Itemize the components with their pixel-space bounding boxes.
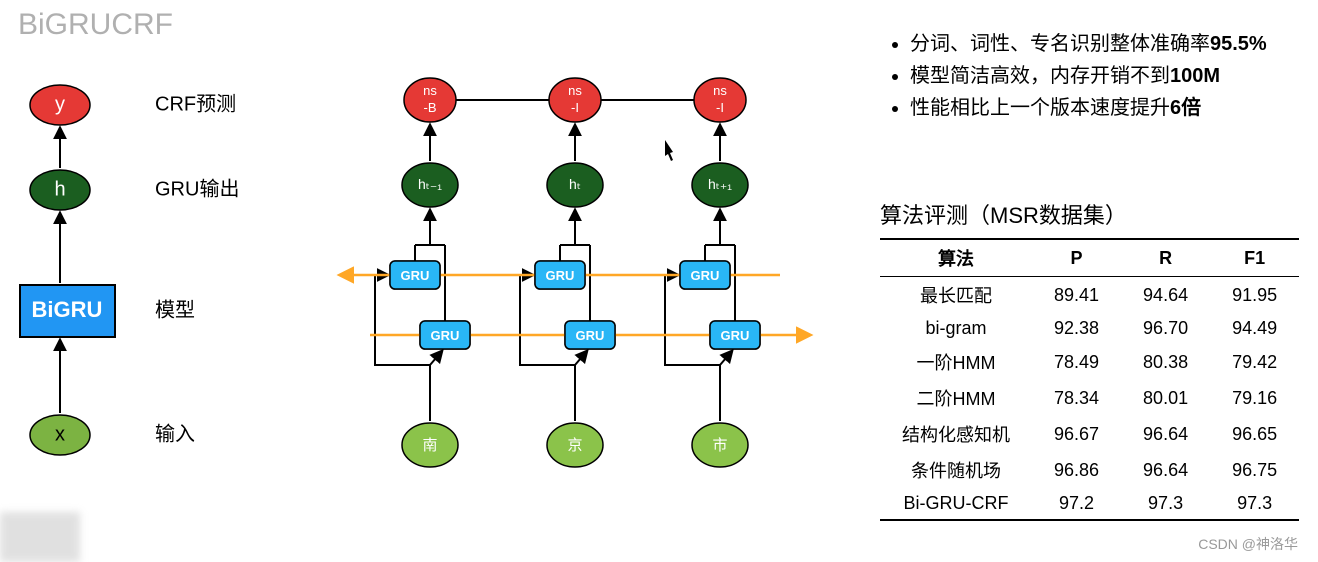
bullet-item: 性能相比上一个版本速度提升6倍 bbox=[910, 94, 1318, 122]
table-row: 条件随机场96.8696.6496.75 bbox=[880, 452, 1299, 488]
svg-text:输入: 输入 bbox=[155, 422, 195, 445]
svg-text:h: h bbox=[54, 178, 65, 200]
table-row: 一阶HMM78.4980.3879.42 bbox=[880, 344, 1299, 380]
svg-text:ns: ns bbox=[423, 83, 437, 98]
svg-text:BiGRU: BiGRU bbox=[32, 297, 103, 322]
page-title: BiGRUCRF bbox=[18, 8, 173, 42]
svg-text:-B: -B bbox=[424, 100, 437, 115]
svg-text:GRU: GRU bbox=[431, 328, 460, 343]
svg-text:hₜ: hₜ bbox=[569, 176, 581, 192]
svg-text:-I: -I bbox=[571, 100, 579, 115]
table-row: bi-gram92.3896.7094.49 bbox=[880, 313, 1299, 344]
svg-text:模型: 模型 bbox=[155, 298, 195, 321]
blur-overlay bbox=[0, 512, 80, 562]
architecture-diagram: ns -B hₜ₋₁ GRU GRU 南 ns -I hₜ GRU GRU 京 ns -I hₜ₊₁ GRU G… bbox=[270, 40, 830, 540]
legend-diagram: y CRF预测 h GRU输出 BiGRU 模型 x 输入 bbox=[10, 60, 290, 540]
table-row: 结构化感知机96.6796.6496.65 bbox=[880, 416, 1299, 452]
svg-text:x: x bbox=[55, 423, 65, 445]
svg-text:GRU输出: GRU输出 bbox=[155, 177, 239, 200]
svg-text:ns: ns bbox=[568, 83, 582, 98]
table-header: R bbox=[1121, 239, 1210, 277]
table-row: 二阶HMM78.3480.0179.16 bbox=[880, 380, 1299, 416]
eval-table: 算法PRF1最长匹配89.4194.6491.95bi-gram92.3896.… bbox=[880, 238, 1299, 521]
svg-text:市: 市 bbox=[712, 437, 727, 454]
svg-text:GRU: GRU bbox=[576, 328, 605, 343]
svg-text:GRU: GRU bbox=[401, 268, 430, 283]
bullet-item: 分词、词性、专名识别整体准确率95.5% bbox=[910, 30, 1318, 58]
svg-text:南: 南 bbox=[422, 437, 437, 454]
svg-text:-I: -I bbox=[716, 100, 724, 115]
svg-text:CRF预测: CRF预测 bbox=[155, 92, 236, 115]
svg-text:hₜ₊₁: hₜ₊₁ bbox=[708, 176, 732, 192]
bullet-list: 分词、词性、专名识别整体准确率95.5% 模型简洁高效，内存开销不到100M 性能相… bbox=[870, 30, 1318, 126]
table-row: 最长匹配89.4194.6491.95 bbox=[880, 277, 1299, 314]
section-title: 算法评测（MSR数据集） bbox=[880, 198, 1127, 230]
table-header: F1 bbox=[1210, 239, 1299, 277]
table-row: Bi-GRU-CRF97.297.397.3 bbox=[880, 488, 1299, 520]
table-header: P bbox=[1032, 239, 1121, 277]
svg-text:GRU: GRU bbox=[691, 268, 720, 283]
table-header: 算法 bbox=[880, 239, 1032, 277]
svg-text:GRU: GRU bbox=[546, 268, 575, 283]
bullet-item: 模型简洁高效，内存开销不到100M bbox=[910, 62, 1318, 90]
svg-text:GRU: GRU bbox=[721, 328, 750, 343]
svg-text:y: y bbox=[55, 93, 65, 115]
watermark: CSDN @神洛华 bbox=[1198, 534, 1298, 554]
svg-text:ns: ns bbox=[713, 83, 727, 98]
svg-text:hₜ₋₁: hₜ₋₁ bbox=[418, 176, 442, 192]
svg-text:京: 京 bbox=[567, 437, 582, 454]
